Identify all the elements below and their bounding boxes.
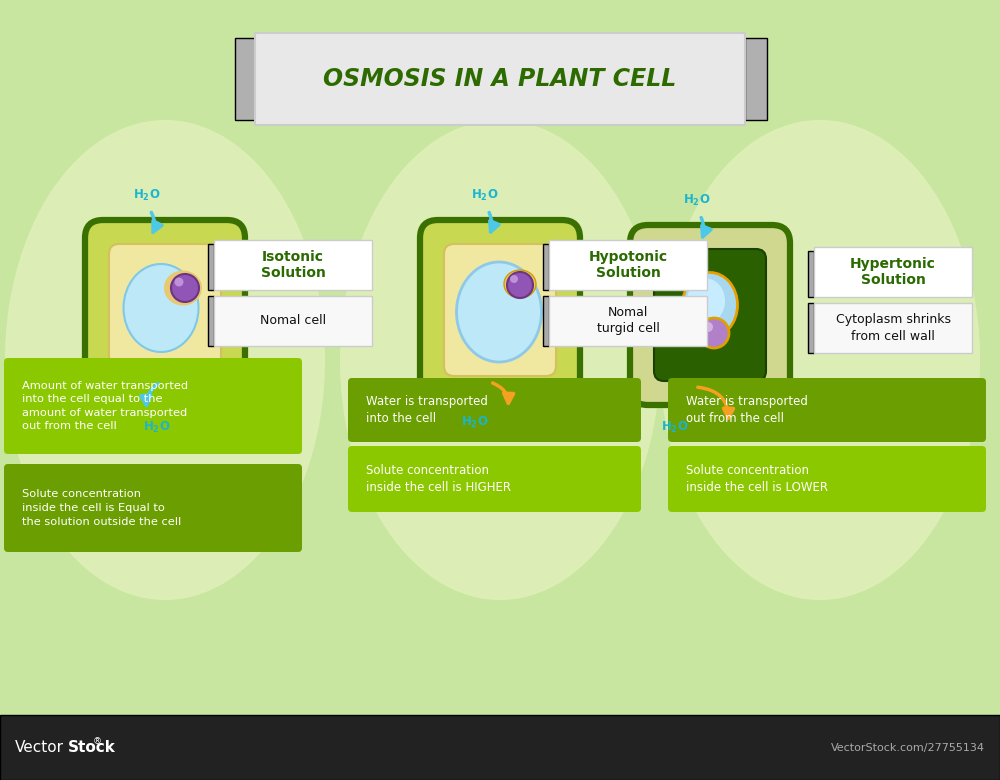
FancyBboxPatch shape [4,464,302,552]
FancyBboxPatch shape [808,251,814,297]
Text: Stock: Stock [68,740,116,755]
FancyBboxPatch shape [4,358,302,454]
Text: ®: ® [93,738,102,746]
Ellipse shape [5,120,325,600]
Text: $\mathregular{H_2O}$: $\mathregular{H_2O}$ [133,187,161,203]
FancyBboxPatch shape [348,446,641,512]
FancyBboxPatch shape [109,244,221,376]
FancyBboxPatch shape [214,296,372,346]
FancyBboxPatch shape [420,220,580,400]
Text: OSMOSIS IN A PLANT CELL: OSMOSIS IN A PLANT CELL [323,67,677,91]
FancyBboxPatch shape [214,240,372,290]
Ellipse shape [660,120,980,600]
FancyBboxPatch shape [255,33,745,125]
Text: Vector: Vector [15,740,64,755]
Ellipse shape [340,120,660,600]
FancyBboxPatch shape [208,296,214,346]
Text: Water is transported
into the cell: Water is transported into the cell [366,395,488,425]
Text: Nomal
turgid cell: Nomal turgid cell [597,307,659,335]
Circle shape [699,318,729,348]
Text: VectorStock.com/27755134: VectorStock.com/27755134 [831,743,985,753]
Text: $\mathregular{H_2O}$: $\mathregular{H_2O}$ [461,414,489,430]
Text: $\mathregular{H_2O}$: $\mathregular{H_2O}$ [683,193,711,207]
Ellipse shape [687,278,725,324]
FancyBboxPatch shape [745,38,767,120]
Circle shape [175,278,184,286]
Text: $\mathregular{H_2O}$: $\mathregular{H_2O}$ [471,187,499,203]
Text: Amount of water transported
into the cell equal to the
amount of water transport: Amount of water transported into the cel… [22,381,188,431]
Ellipse shape [456,262,542,362]
Text: Solute concentration
inside the cell is Equal to
the solution outside the cell: Solute concentration inside the cell is … [22,489,181,526]
Text: Nomal cell: Nomal cell [260,314,326,328]
Text: $\mathregular{H_2O}$: $\mathregular{H_2O}$ [143,420,171,434]
FancyBboxPatch shape [668,446,986,512]
Text: Solute concentration
inside the cell is HIGHER: Solute concentration inside the cell is … [366,464,511,495]
FancyBboxPatch shape [654,249,766,381]
Circle shape [171,274,199,302]
FancyBboxPatch shape [235,38,257,120]
FancyBboxPatch shape [808,303,814,353]
FancyBboxPatch shape [208,244,214,290]
Circle shape [703,322,713,332]
Circle shape [510,275,518,283]
Text: Water is transported
out from the cell: Water is transported out from the cell [686,395,808,425]
FancyBboxPatch shape [0,715,1000,780]
Text: $\mathregular{H_2O}$: $\mathregular{H_2O}$ [661,420,689,434]
Ellipse shape [682,272,738,338]
Ellipse shape [164,271,202,306]
Text: Cytoplasm shrinks
from cell wall: Cytoplasm shrinks from cell wall [836,314,950,342]
FancyBboxPatch shape [543,244,549,290]
FancyBboxPatch shape [543,296,549,346]
Text: Solute concentration
inside the cell is LOWER: Solute concentration inside the cell is … [686,464,828,495]
FancyBboxPatch shape [630,225,790,405]
FancyBboxPatch shape [348,378,641,442]
Circle shape [507,272,533,298]
Text: Hypertonic
Solution: Hypertonic Solution [850,257,936,287]
FancyBboxPatch shape [85,220,245,400]
FancyBboxPatch shape [549,240,707,290]
FancyBboxPatch shape [668,378,986,442]
Text: Hypotonic
Solution: Hypotonic Solution [588,250,668,280]
FancyBboxPatch shape [814,303,972,353]
Ellipse shape [504,270,536,298]
FancyBboxPatch shape [444,244,556,376]
Ellipse shape [124,264,198,352]
FancyBboxPatch shape [814,247,972,297]
Text: Isotonic
Solution: Isotonic Solution [261,250,325,280]
FancyBboxPatch shape [549,296,707,346]
